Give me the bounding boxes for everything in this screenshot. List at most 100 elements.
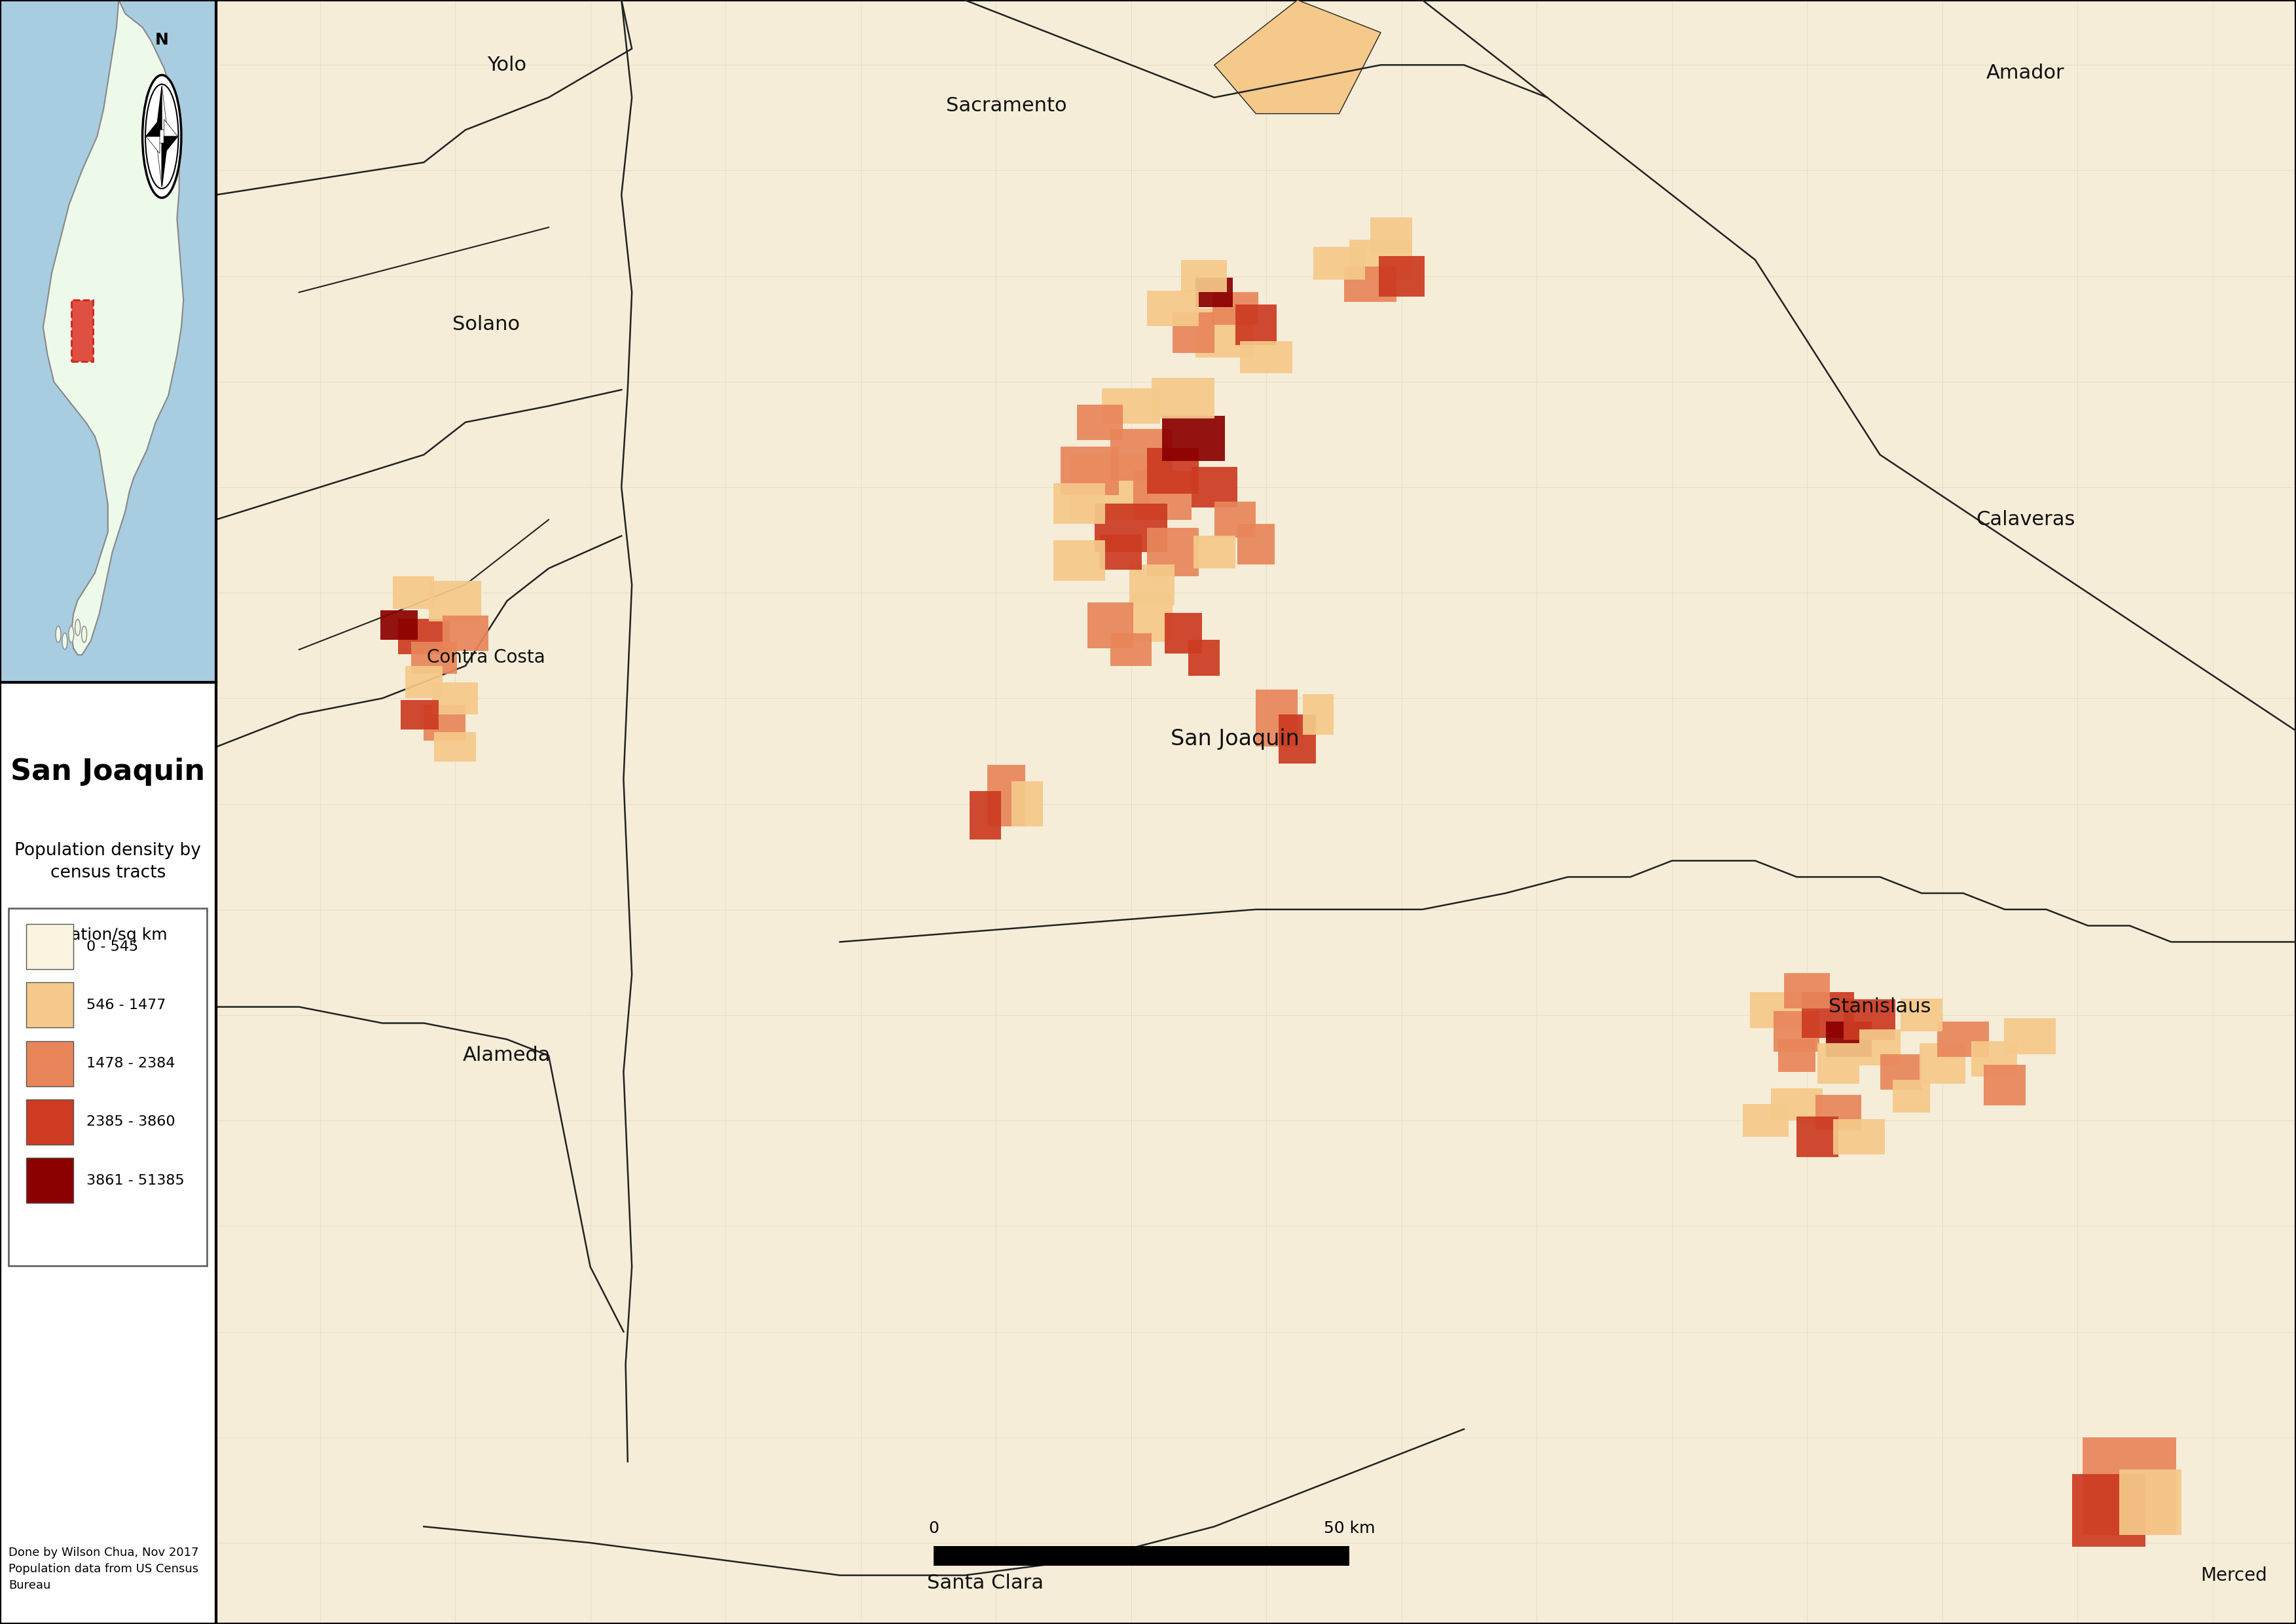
Bar bbox=[1146, 528, 1199, 577]
Bar bbox=[1892, 1080, 1931, 1112]
Bar bbox=[1153, 377, 1215, 417]
Bar bbox=[1256, 689, 1297, 745]
Bar bbox=[1784, 973, 1830, 1009]
Circle shape bbox=[76, 619, 80, 635]
Text: Contra Costa: Contra Costa bbox=[427, 648, 546, 667]
Bar bbox=[1825, 1021, 1871, 1057]
Text: San Joaquin: San Joaquin bbox=[1171, 728, 1300, 750]
Bar bbox=[1111, 633, 1153, 666]
Bar bbox=[1750, 992, 1802, 1028]
Text: 50 km: 50 km bbox=[1325, 1520, 1375, 1536]
Bar bbox=[1313, 247, 1366, 279]
Bar bbox=[1088, 603, 1134, 648]
Bar bbox=[2082, 1437, 2177, 1535]
Bar bbox=[1860, 1030, 1901, 1065]
Bar bbox=[25, 1099, 73, 1145]
Text: Done by Wilson Chua, Nov 2017
Population data from US Census
Bureau: Done by Wilson Chua, Nov 2017 Population… bbox=[9, 1546, 200, 1592]
Bar bbox=[1371, 218, 1412, 253]
Bar bbox=[404, 666, 443, 698]
Bar bbox=[1743, 1104, 1789, 1137]
Circle shape bbox=[69, 627, 73, 643]
Bar bbox=[25, 1041, 73, 1086]
Text: Santa Clara: Santa Clara bbox=[928, 1574, 1045, 1593]
Circle shape bbox=[83, 627, 87, 643]
Polygon shape bbox=[156, 86, 161, 130]
Circle shape bbox=[62, 633, 67, 650]
Bar bbox=[1054, 484, 1104, 523]
Bar bbox=[1215, 502, 1256, 538]
Bar bbox=[411, 641, 457, 674]
Bar bbox=[1134, 471, 1192, 520]
Bar bbox=[1212, 292, 1258, 325]
Text: 1478 - 2384: 1478 - 2384 bbox=[87, 1057, 174, 1070]
Bar bbox=[1350, 240, 1412, 281]
Circle shape bbox=[142, 75, 181, 198]
Bar bbox=[1775, 1010, 1821, 1052]
Bar bbox=[1302, 693, 1334, 734]
Bar bbox=[1102, 388, 1159, 424]
Bar bbox=[71, 300, 92, 362]
Polygon shape bbox=[161, 86, 168, 130]
Bar bbox=[1196, 309, 1254, 357]
Bar bbox=[443, 615, 489, 651]
Text: Merced: Merced bbox=[2200, 1566, 2266, 1585]
Polygon shape bbox=[147, 119, 161, 136]
Bar bbox=[2119, 1470, 2181, 1535]
Bar bbox=[25, 983, 73, 1028]
Bar bbox=[432, 682, 478, 715]
Bar bbox=[25, 1158, 73, 1203]
Text: 546 - 1477: 546 - 1477 bbox=[87, 999, 165, 1012]
Bar bbox=[1130, 565, 1176, 604]
Bar bbox=[1984, 1065, 2025, 1104]
Bar bbox=[1240, 341, 1293, 374]
Text: Amador: Amador bbox=[1986, 63, 2064, 83]
Bar bbox=[1238, 523, 1274, 564]
Bar bbox=[1077, 404, 1123, 440]
Bar bbox=[1378, 255, 1424, 296]
Text: Solano: Solano bbox=[452, 315, 519, 335]
Bar bbox=[397, 619, 450, 654]
Text: 2385 - 3860: 2385 - 3860 bbox=[87, 1116, 174, 1129]
Bar bbox=[1146, 291, 1199, 326]
Bar bbox=[934, 1546, 1350, 1566]
Bar bbox=[25, 924, 73, 970]
Bar bbox=[1013, 781, 1042, 827]
Bar bbox=[425, 705, 466, 741]
Bar bbox=[1777, 1039, 1816, 1072]
Bar bbox=[2073, 1475, 2144, 1546]
Text: Population density by
census tracts: Population density by census tracts bbox=[14, 843, 202, 882]
Bar bbox=[1146, 448, 1199, 494]
Bar bbox=[1818, 1044, 1860, 1085]
Text: N: N bbox=[156, 32, 168, 47]
Bar bbox=[1802, 992, 1853, 1038]
Text: 3861 - 51385: 3861 - 51385 bbox=[87, 1174, 184, 1187]
Bar bbox=[1180, 260, 1226, 292]
Bar bbox=[1844, 1000, 1896, 1041]
Bar bbox=[381, 611, 418, 640]
Text: Alameda: Alameda bbox=[464, 1046, 551, 1065]
Bar bbox=[1194, 536, 1235, 568]
Text: Population/sq km: Population/sq km bbox=[25, 927, 168, 942]
Polygon shape bbox=[44, 0, 184, 654]
Bar bbox=[969, 791, 1001, 840]
Polygon shape bbox=[161, 143, 168, 187]
Circle shape bbox=[55, 627, 62, 643]
Bar bbox=[1938, 1021, 1988, 1057]
Polygon shape bbox=[156, 143, 161, 187]
Bar bbox=[1100, 534, 1141, 570]
Bar bbox=[987, 765, 1024, 827]
Bar bbox=[1235, 304, 1277, 344]
Bar bbox=[434, 732, 475, 762]
Text: Sacramento: Sacramento bbox=[946, 96, 1068, 115]
FancyBboxPatch shape bbox=[9, 908, 207, 1267]
Bar bbox=[402, 700, 439, 729]
Text: 0: 0 bbox=[928, 1520, 939, 1536]
Bar bbox=[1162, 416, 1224, 461]
Bar bbox=[1095, 503, 1166, 552]
Bar bbox=[1816, 1095, 1862, 1130]
Bar bbox=[1919, 1044, 1965, 1085]
Polygon shape bbox=[163, 136, 177, 153]
Bar bbox=[1880, 1054, 1922, 1090]
Bar bbox=[1164, 612, 1201, 653]
Bar bbox=[1173, 312, 1215, 352]
